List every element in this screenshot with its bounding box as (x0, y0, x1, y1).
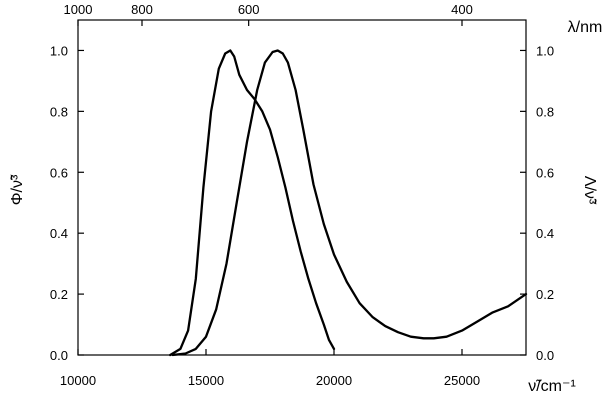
axes (77, 19, 527, 356)
x-tick-label: 25000 (444, 373, 480, 388)
y-tick-label-left: 0.0 (50, 348, 68, 363)
x-tick-label: 20000 (316, 373, 352, 388)
x-tick-label: 10000 (60, 373, 96, 388)
y-tick-label-left: 0.6 (50, 165, 68, 180)
y-tick-label-right: 0.8 (536, 104, 554, 119)
series-line-1 (169, 49, 336, 357)
series-group (169, 49, 528, 357)
y-tick-label-right: 1.0 (536, 43, 554, 58)
x2-tick-label: 600 (238, 2, 260, 17)
x2-tick-label: 800 (131, 2, 153, 17)
plot-frame (77, 19, 527, 356)
ticks: 10000 15000 20000 25000 0.0 0.0 0.2 0.2 0.4 0.4 0.… (50, 2, 554, 388)
x2-tick-label: 1000 (64, 2, 93, 17)
x2-axis-title: λ/nm (568, 19, 603, 36)
series-line-2 (171, 49, 528, 357)
y-axis-title-left: Φ/ν̃³ (9, 174, 26, 205)
y-axis-title-right: Λ/ν̃³ (581, 176, 598, 205)
y-tick-label-right: 0.4 (536, 226, 554, 241)
y-tick-label-right: 0.2 (536, 287, 554, 302)
y-tick-label-left: 1.0 (50, 43, 68, 58)
x2-tick-label: 400 (451, 2, 473, 17)
y-tick-label-right: 0.0 (536, 348, 554, 363)
y-tick-label-left: 0.8 (50, 104, 68, 119)
y-tick-label-right: 0.6 (536, 165, 554, 180)
x-axis-title: ν̃/cm⁻¹ (528, 378, 576, 395)
y-tick-label-left: 0.4 (50, 226, 68, 241)
y-tick-label-left: 0.2 (50, 287, 68, 302)
x-tick-label: 15000 (188, 373, 224, 388)
